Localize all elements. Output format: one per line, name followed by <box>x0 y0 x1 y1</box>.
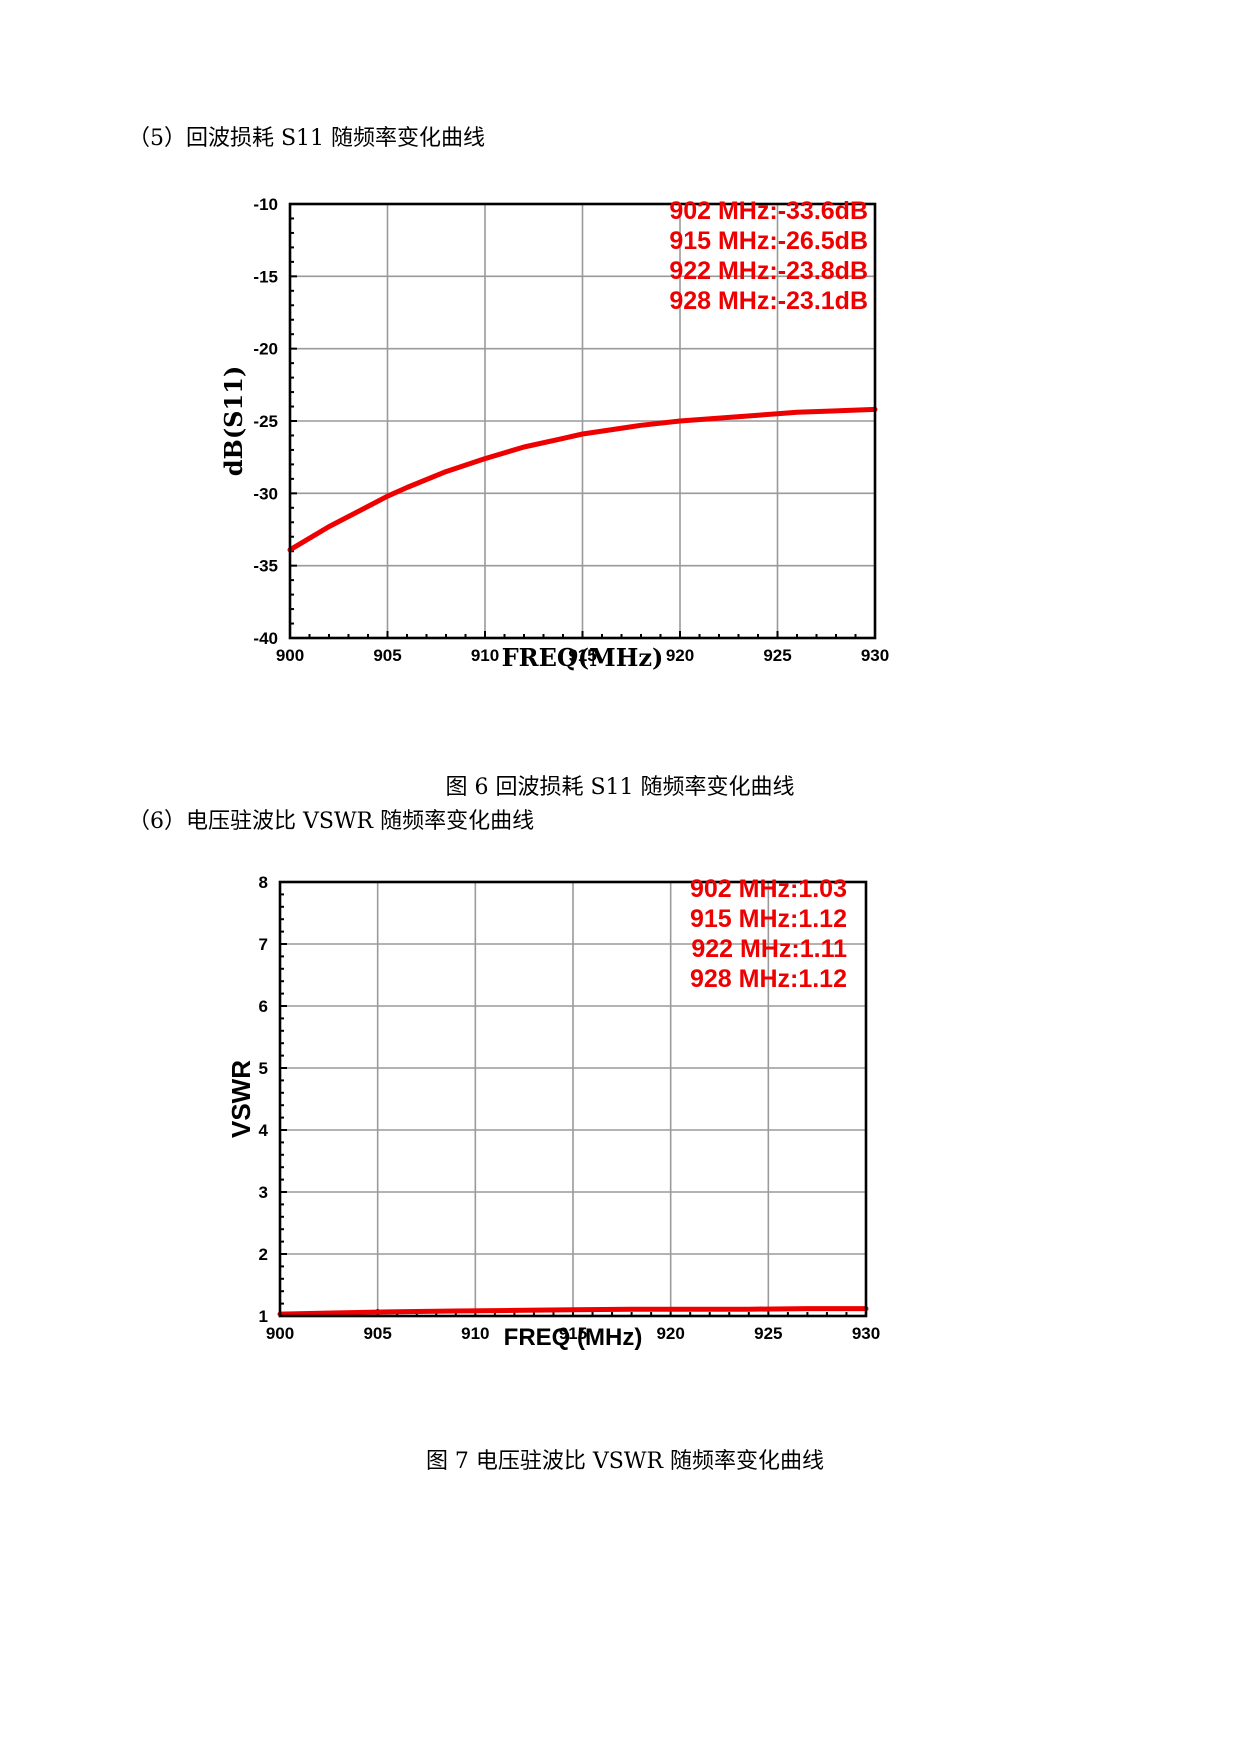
x-tick-label: 915 <box>568 646 596 665</box>
y-tick-label: 8 <box>259 873 268 892</box>
x-axis-label: FREQ (MHz) <box>504 1324 643 1351</box>
section-heading-vswr: （6）电压驻波比 VSWR 随频率变化曲线 <box>128 809 535 834</box>
y-tick-label: 4 <box>259 1121 269 1140</box>
y-tick-label: -30 <box>253 484 278 503</box>
y-tick-label: -15 <box>253 267 278 286</box>
x-tick-label: 920 <box>656 1324 684 1343</box>
marker-annotation: 902 MHz:1.03 <box>690 875 847 903</box>
y-tick-label: 3 <box>259 1183 268 1202</box>
y-tick-label: -10 <box>253 195 278 214</box>
y-axis-label: VSWR <box>226 1060 256 1138</box>
marker-annotation: 922 MHz:1.11 <box>691 935 847 963</box>
x-tick-label: 930 <box>852 1324 880 1343</box>
y-tick-label: 1 <box>259 1307 268 1326</box>
s11-chart: 900 905 910 915 920 925 930 -10 -15 -20 -25 -30 -35 -… <box>219 195 889 672</box>
marker-annotation: 902 MHz:-33.6dB <box>669 197 868 225</box>
marker-annotation: 928 MHz:-23.1dB <box>669 287 868 315</box>
marker-annotation: 915 MHz:1.12 <box>690 905 847 933</box>
plot-frame <box>278 880 868 1318</box>
x-tick-label: 905 <box>373 646 401 665</box>
figure-7-caption: 图 7 电压驻波比 VSWR 随频率变化曲线 <box>425 1449 825 1474</box>
y-tick-label: 5 <box>259 1059 268 1078</box>
y-axis-label: dB(S11) <box>219 366 248 477</box>
x-tick-label: 930 <box>861 646 889 665</box>
series-line <box>287 406 878 553</box>
marker-annotation: 928 MHz:1.12 <box>690 965 847 993</box>
y-tick-label: -35 <box>253 557 278 576</box>
y-tick-label: 7 <box>259 935 268 954</box>
y-tick-label: -25 <box>253 412 278 431</box>
x-tick-label: 910 <box>471 646 499 665</box>
y-tick-label: -40 <box>253 629 278 648</box>
y-tick-label: 2 <box>259 1245 268 1264</box>
x-tick-label: 920 <box>666 646 694 665</box>
x-tick-label: 925 <box>763 646 791 665</box>
y-tick-label: -20 <box>253 340 278 359</box>
y-tick-label: 6 <box>259 997 268 1016</box>
series-line <box>277 1306 869 1317</box>
x-tick-label: 915 <box>559 1324 587 1343</box>
x-axis-label: FREQ(MHz) <box>502 643 664 672</box>
x-tick-label: 910 <box>461 1324 489 1343</box>
figure-6-caption: 图 6 回波损耗 S11 随频率变化曲线 <box>445 775 795 800</box>
plot-frame <box>288 202 877 640</box>
x-tick-label: 925 <box>754 1324 782 1343</box>
x-tick-label: 900 <box>276 646 304 665</box>
section-heading-return-loss: （5）回波损耗 S11 随频率变化曲线 <box>128 126 486 151</box>
vswr-chart: 900 905 910 915 920 925 930 8 7 6 5 4 3 2 1 FREQ (MHz) V… <box>226 873 880 1351</box>
x-tick-label: 900 <box>266 1324 294 1343</box>
marker-annotation: 915 MHz:-26.5dB <box>669 227 868 255</box>
x-tick-label: 905 <box>363 1324 391 1343</box>
marker-annotation: 922 MHz:-23.8dB <box>669 257 868 285</box>
